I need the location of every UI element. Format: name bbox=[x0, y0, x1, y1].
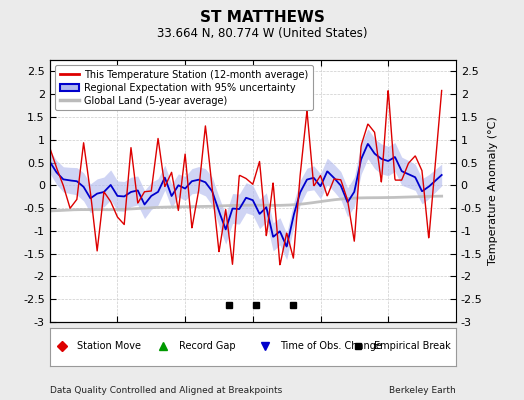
Text: Empirical Break: Empirical Break bbox=[374, 341, 451, 351]
Text: ST MATTHEWS: ST MATTHEWS bbox=[200, 10, 324, 25]
Text: 33.664 N, 80.774 W (United States): 33.664 N, 80.774 W (United States) bbox=[157, 27, 367, 40]
Text: Berkeley Earth: Berkeley Earth bbox=[389, 386, 456, 395]
Text: Record Gap: Record Gap bbox=[179, 341, 236, 351]
Text: Station Move: Station Move bbox=[78, 341, 141, 351]
Text: Data Quality Controlled and Aligned at Breakpoints: Data Quality Controlled and Aligned at B… bbox=[50, 386, 282, 395]
Legend: This Temperature Station (12-month average), Regional Expectation with 95% uncer: This Temperature Station (12-month avera… bbox=[54, 65, 313, 110]
Y-axis label: Temperature Anomaly (°C): Temperature Anomaly (°C) bbox=[488, 117, 498, 265]
Text: Time of Obs. Change: Time of Obs. Change bbox=[280, 341, 383, 351]
